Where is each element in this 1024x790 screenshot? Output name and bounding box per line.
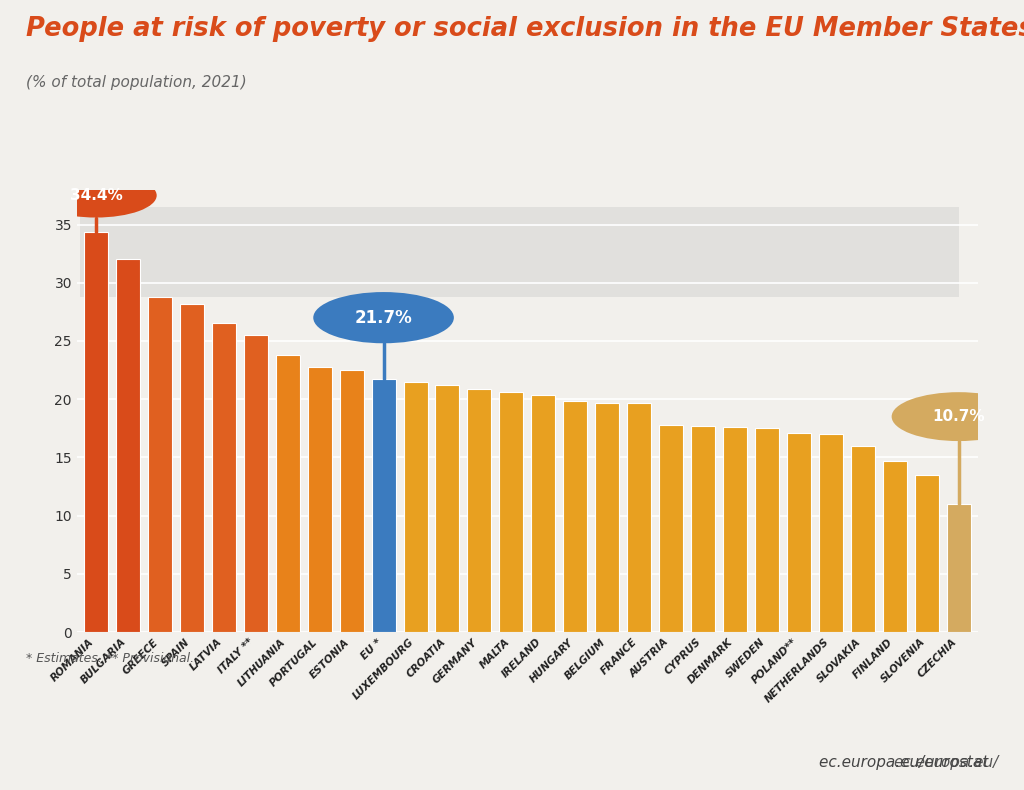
- Bar: [116, 259, 140, 632]
- FancyBboxPatch shape: [80, 207, 958, 297]
- Circle shape: [35, 173, 157, 217]
- Bar: [531, 394, 555, 632]
- Text: ec.europa.eu/eurostat: ec.europa.eu/eurostat: [819, 755, 998, 770]
- Text: 10.7%: 10.7%: [933, 409, 985, 424]
- Bar: [403, 382, 427, 632]
- Text: * Estimates. ** Provisional.: * Estimates. ** Provisional.: [26, 652, 194, 664]
- Bar: [563, 401, 588, 632]
- Bar: [851, 446, 874, 632]
- Bar: [723, 427, 748, 632]
- Bar: [883, 461, 907, 632]
- Text: (% of total population, 2021): (% of total population, 2021): [26, 75, 247, 90]
- Bar: [147, 297, 172, 632]
- Bar: [275, 355, 300, 632]
- Bar: [659, 425, 683, 632]
- Bar: [819, 434, 843, 632]
- Bar: [180, 303, 204, 632]
- Bar: [435, 386, 460, 632]
- Bar: [307, 367, 332, 632]
- Circle shape: [313, 292, 454, 344]
- Bar: [595, 403, 620, 632]
- Bar: [212, 323, 236, 632]
- Bar: [84, 231, 108, 632]
- Bar: [787, 433, 811, 632]
- Text: 34.4%: 34.4%: [70, 188, 122, 203]
- Bar: [500, 392, 523, 632]
- Bar: [467, 389, 492, 632]
- Bar: [340, 370, 364, 632]
- Circle shape: [892, 392, 1024, 441]
- Text: ec.europa.eu/: ec.europa.eu/: [893, 755, 998, 770]
- Text: 21.7%: 21.7%: [354, 309, 413, 326]
- Text: People at risk of poverty or social exclusion in the EU Member States: People at risk of poverty or social excl…: [26, 16, 1024, 42]
- Bar: [691, 426, 715, 632]
- Bar: [372, 379, 395, 632]
- Bar: [244, 335, 267, 632]
- Bar: [755, 428, 779, 632]
- Bar: [947, 504, 971, 632]
- Bar: [914, 475, 939, 632]
- Bar: [628, 403, 651, 632]
